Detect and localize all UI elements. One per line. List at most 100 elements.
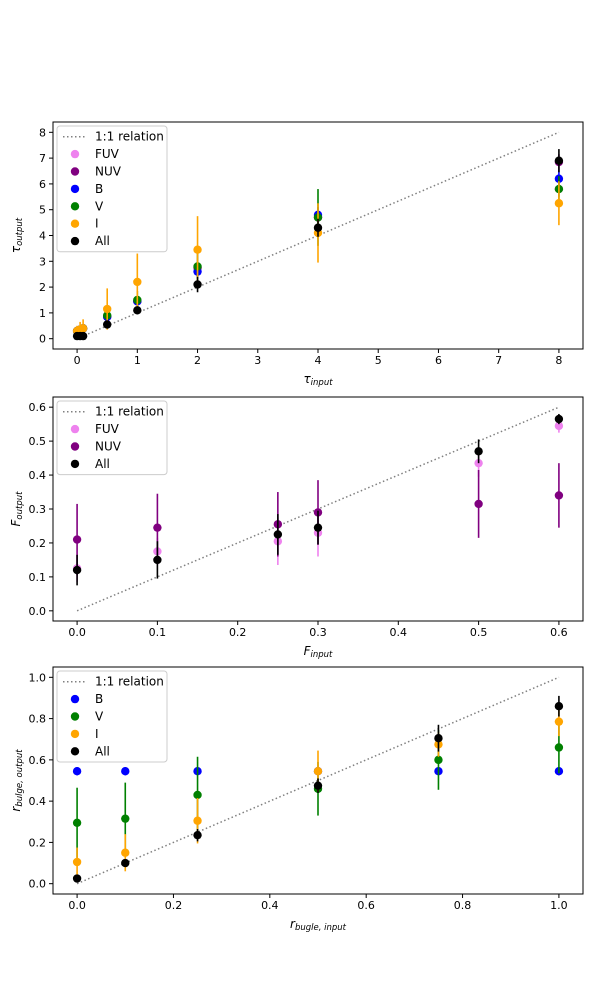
x-tick-label: 0.1 [149, 626, 167, 639]
data-point [273, 530, 283, 539]
data-point [121, 848, 130, 857]
y-tick-label: 3 [39, 255, 46, 268]
axes-frame [52, 666, 584, 895]
y-tick-label: 5 [39, 204, 46, 217]
data-point [72, 565, 82, 575]
y-tick-label: 0.4 [29, 795, 47, 808]
data-point [554, 414, 564, 424]
legend-label: FUV [95, 422, 120, 436]
legend-label: B [95, 692, 103, 706]
x-tick-label: 0.0 [68, 626, 86, 639]
data-point [72, 818, 82, 828]
legend-swatch [70, 747, 80, 756]
data-point [474, 499, 483, 509]
y-tick-label: 0.4 [29, 469, 47, 482]
legend-swatch [70, 149, 80, 159]
data-point [103, 304, 112, 314]
x-tick-label: 0.5 [470, 626, 488, 639]
legend: 1:1 relation BVI All [56, 670, 168, 763]
y-tick-label: 0.5 [29, 435, 47, 448]
data-point [72, 767, 82, 776]
legend-label: B [95, 182, 103, 196]
data-point [133, 277, 142, 287]
legend-box [56, 670, 168, 763]
data-point [103, 320, 112, 329]
reference-line [76, 131, 560, 340]
y-tick-label: 6 [39, 178, 46, 191]
data-point [554, 717, 564, 726]
x-axis-label: τinput [303, 372, 333, 388]
y-tick-label: 0.6 [29, 401, 47, 414]
data-point [193, 830, 202, 840]
data-point [313, 781, 323, 790]
chart-panel-3: 0.0 0.2 0.4 0.6 0.8 1.0 0.0 0.2 0.4 0.6 0.8 1.0 rbug… [9, 666, 584, 933]
x-tick-label: 0.2 [165, 899, 183, 912]
y-tick-label: 0.1 [29, 571, 47, 584]
data-point [434, 733, 443, 743]
legend-swatch [70, 167, 80, 176]
legend-label: NUV [95, 165, 122, 179]
y-tick-label: 4 [39, 230, 46, 243]
series-all [72, 149, 564, 341]
data-point [313, 523, 323, 532]
chart-panel-1: 0 1 2 3 4 5 6 7 8 0 1 2 3 4 5 6 7 8 τinput τoutput 1:1 relat… [9, 121, 584, 388]
chart-panel-2: 0.0 0.1 0.2 0.3 0.4 0.5 0.6 0.0 0.1 0.2 0.3 0.4 0.5 0… [9, 396, 584, 660]
legend-box [56, 125, 168, 253]
y-tick-label: 0.8 [29, 713, 47, 726]
data-point [193, 816, 202, 825]
legend-swatch [70, 442, 80, 451]
legend-swatch [70, 424, 80, 434]
y-axis-label: τoutput [9, 217, 25, 253]
legend-label: 1:1 relation [95, 675, 164, 689]
x-tick-label: 1.0 [550, 899, 568, 912]
x-axis-label: Finput [304, 644, 333, 660]
series-all [72, 413, 564, 586]
data-point [72, 874, 82, 883]
legend-box [56, 400, 168, 476]
data-point [193, 280, 202, 289]
legend-swatch [70, 236, 80, 246]
x-tick-label: 4 [315, 354, 322, 367]
x-tick-label: 0.2 [229, 626, 247, 639]
data-point [193, 245, 202, 254]
y-tick-label: 1.0 [29, 671, 47, 684]
data-point [133, 306, 142, 315]
legend-label: V [95, 710, 104, 724]
legend-label: All [95, 234, 110, 248]
data-point [72, 535, 82, 544]
legend-label: I [95, 217, 99, 231]
x-tick-label: 0.6 [550, 626, 568, 639]
y-axis-label: rbulge, output [9, 749, 25, 812]
y-tick-label: 0.0 [29, 878, 47, 891]
data-point [554, 743, 564, 752]
y-tick-label: 0.6 [29, 754, 47, 767]
y-tick-label: 0.3 [29, 503, 47, 516]
x-tick-label: 5 [375, 354, 382, 367]
x-tick-label: 0.4 [261, 899, 279, 912]
data-point [121, 858, 130, 868]
x-tick-label: 0.4 [390, 626, 408, 639]
y-tick-label: 0.0 [29, 605, 47, 618]
x-tick-label: 1 [134, 354, 141, 367]
x-tick-label: 6 [435, 354, 442, 367]
y-tick-label: 0.2 [29, 836, 47, 849]
legend-label: V [95, 199, 104, 213]
legend-swatch [70, 202, 80, 211]
y-tick-label: 0 [39, 333, 46, 346]
data-point [313, 767, 323, 776]
reference-line [76, 676, 560, 885]
x-tick-label: 0.3 [309, 626, 327, 639]
legend: 1:1 relation FUV NUV BVI All [56, 125, 168, 253]
data-point [554, 702, 564, 711]
data-point [554, 156, 564, 165]
data-point [474, 447, 483, 456]
x-tick-label: 0.8 [454, 899, 472, 912]
data-point [554, 199, 564, 208]
legend-label: 1:1 relation [95, 405, 164, 419]
series-i [72, 707, 564, 877]
data-point [121, 767, 130, 776]
y-tick-label: 2 [39, 281, 46, 294]
data-point [72, 857, 82, 867]
x-tick-label: 0 [74, 354, 81, 367]
